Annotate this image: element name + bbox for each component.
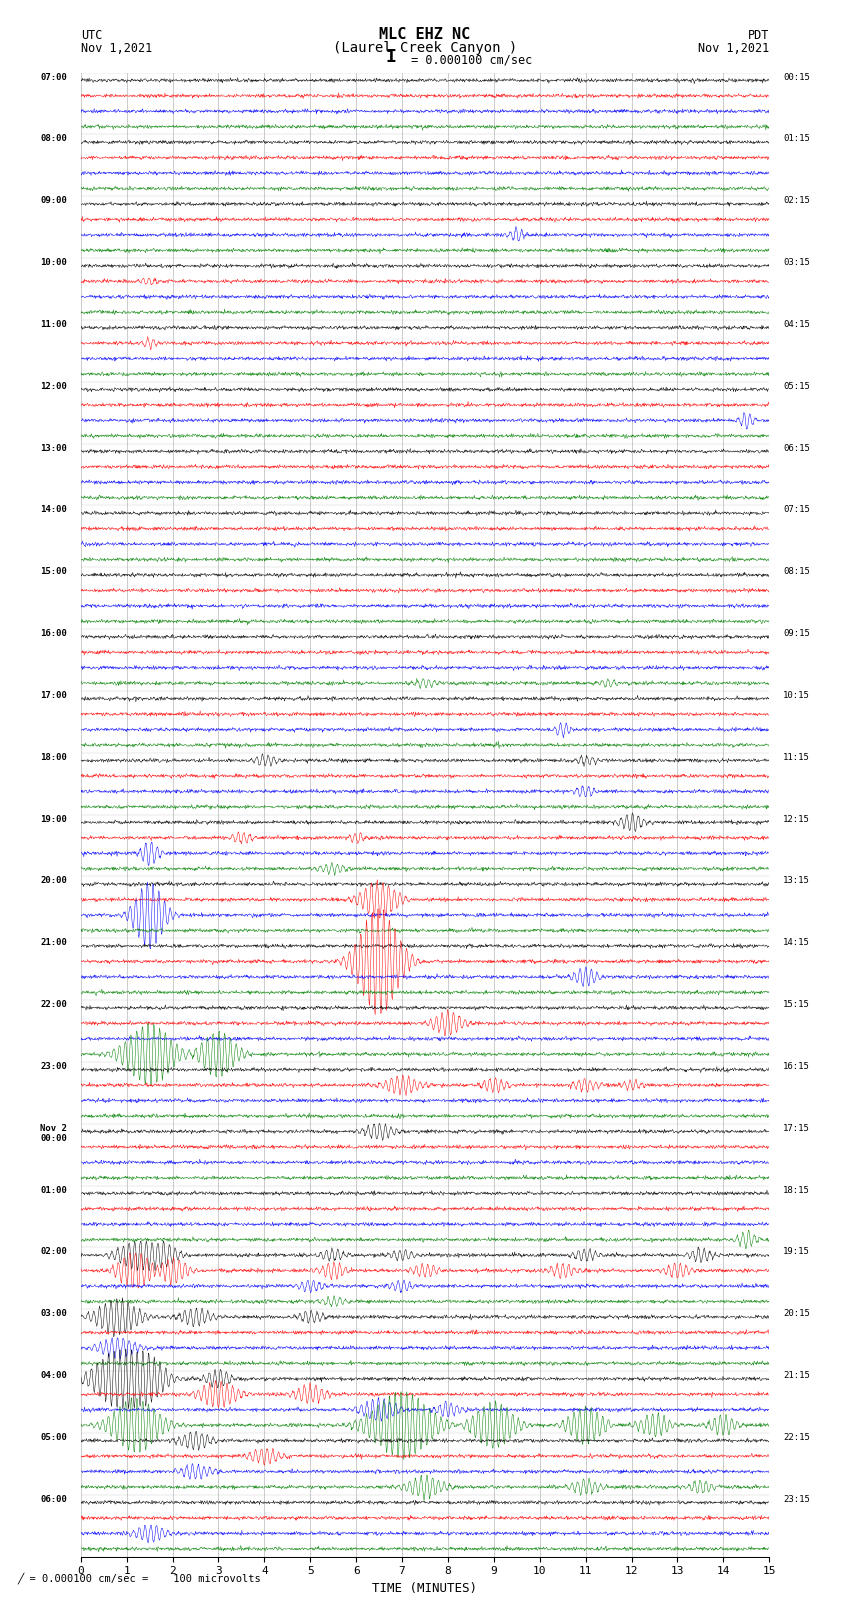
Text: 09:15: 09:15 [783,629,810,639]
Text: UTC: UTC [81,29,102,42]
Text: 06:15: 06:15 [783,444,810,453]
Text: 21:15: 21:15 [783,1371,810,1381]
Text: 02:00: 02:00 [40,1247,67,1257]
Text: 19:15: 19:15 [783,1247,810,1257]
Text: 09:00: 09:00 [40,197,67,205]
Text: 03:00: 03:00 [40,1310,67,1318]
Text: 04:00: 04:00 [40,1371,67,1381]
Text: 05:15: 05:15 [783,382,810,390]
Text: 12:15: 12:15 [783,815,810,824]
Text: 12:00: 12:00 [40,382,67,390]
Text: 05:00: 05:00 [40,1432,67,1442]
Text: 14:00: 14:00 [40,505,67,515]
Text: I: I [386,48,396,66]
Text: 18:15: 18:15 [783,1186,810,1195]
Text: MLC EHZ NC: MLC EHZ NC [379,27,471,42]
Text: 01:15: 01:15 [783,134,810,144]
Text: ╱ = 0.000100 cm/sec =    100 microvolts: ╱ = 0.000100 cm/sec = 100 microvolts [17,1573,261,1584]
Text: 11:15: 11:15 [783,753,810,761]
Text: = 0.000100 cm/sec: = 0.000100 cm/sec [404,53,532,66]
Text: 08:15: 08:15 [783,568,810,576]
Text: 18:00: 18:00 [40,753,67,761]
Text: 22:00: 22:00 [40,1000,67,1010]
Text: 17:15: 17:15 [783,1124,810,1132]
Text: 07:00: 07:00 [40,73,67,82]
Text: 10:00: 10:00 [40,258,67,268]
Text: 02:15: 02:15 [783,197,810,205]
Text: 21:00: 21:00 [40,939,67,947]
Text: 03:15: 03:15 [783,258,810,268]
Text: Nov 2
00:00: Nov 2 00:00 [40,1124,67,1144]
Text: 07:15: 07:15 [783,505,810,515]
Text: 23:15: 23:15 [783,1495,810,1503]
Text: 22:15: 22:15 [783,1432,810,1442]
Text: 13:00: 13:00 [40,444,67,453]
Text: Nov 1,2021: Nov 1,2021 [81,42,152,55]
Text: 00:15: 00:15 [783,73,810,82]
Text: 23:00: 23:00 [40,1061,67,1071]
Text: 01:00: 01:00 [40,1186,67,1195]
Text: 20:15: 20:15 [783,1310,810,1318]
Text: (Laurel Creek Canyon ): (Laurel Creek Canyon ) [333,40,517,55]
Text: 15:15: 15:15 [783,1000,810,1010]
Text: 04:15: 04:15 [783,319,810,329]
Text: 13:15: 13:15 [783,876,810,886]
Text: 16:00: 16:00 [40,629,67,639]
Text: PDT: PDT [748,29,769,42]
Text: 20:00: 20:00 [40,876,67,886]
Text: 06:00: 06:00 [40,1495,67,1503]
Text: 17:00: 17:00 [40,690,67,700]
Text: 19:00: 19:00 [40,815,67,824]
Text: 11:00: 11:00 [40,319,67,329]
Text: 16:15: 16:15 [783,1061,810,1071]
X-axis label: TIME (MINUTES): TIME (MINUTES) [372,1582,478,1595]
Text: Nov 1,2021: Nov 1,2021 [698,42,769,55]
Text: 10:15: 10:15 [783,690,810,700]
Text: 08:00: 08:00 [40,134,67,144]
Text: 14:15: 14:15 [783,939,810,947]
Text: 15:00: 15:00 [40,568,67,576]
